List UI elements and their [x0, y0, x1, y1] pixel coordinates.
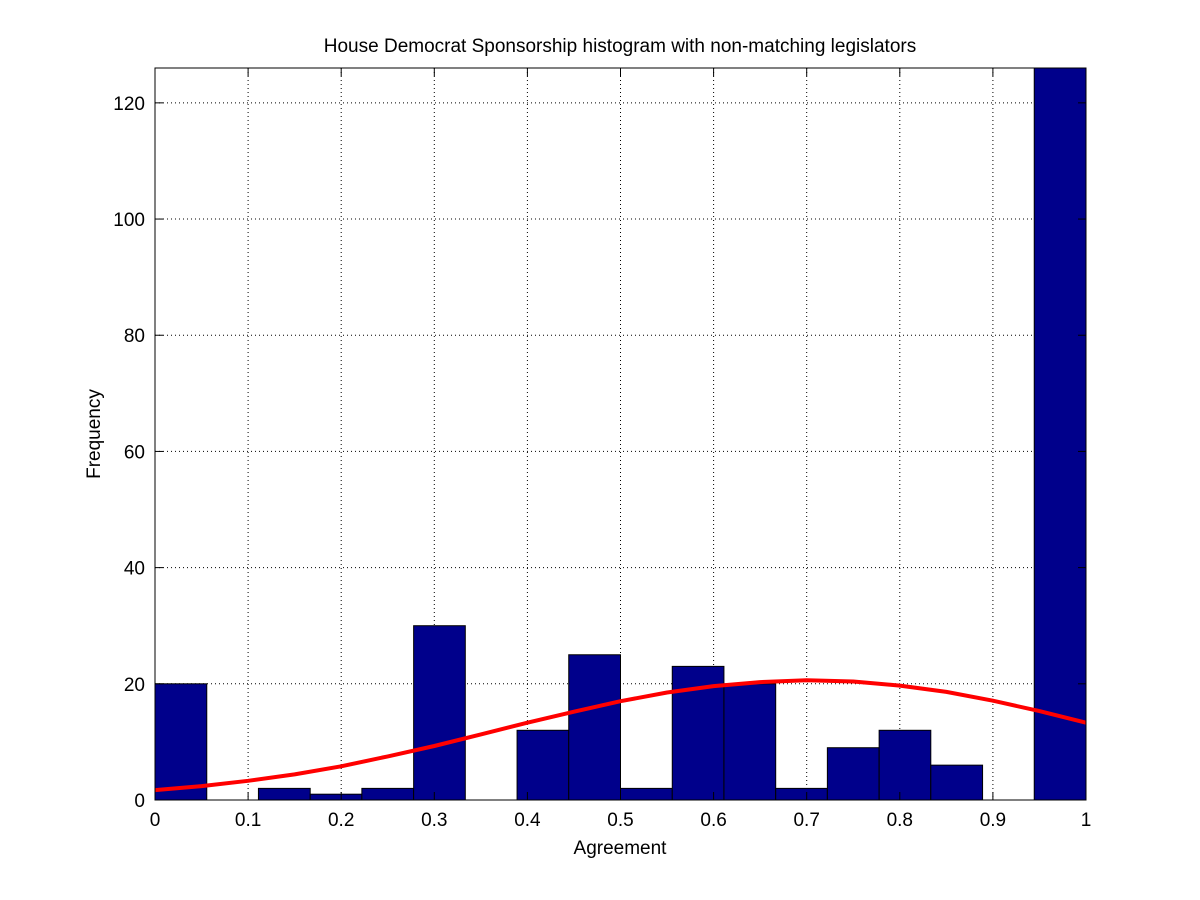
y-tick-label: 80: [124, 326, 145, 347]
x-tick-label: 0.4: [514, 810, 541, 831]
histogram-bar: [309, 793, 363, 801]
x-tick-label: 0.2: [328, 810, 354, 831]
y-tick-label: 60: [124, 442, 145, 463]
chart-title: House Democrat Sponsorship histogram wit…: [324, 36, 916, 57]
histogram-bar: [930, 764, 984, 801]
y-tick-label: 100: [113, 210, 145, 231]
histogram-bar: [826, 747, 880, 801]
histogram-bars: [154, 67, 1087, 801]
histogram-bar: [413, 625, 466, 801]
x-tick-label: 0.1: [235, 810, 261, 831]
histogram-bar: [1033, 67, 1087, 801]
y-axis-ticks: 0 20 40 60 80 100 120: [113, 94, 1086, 812]
y-tick-label: 20: [124, 675, 145, 696]
x-tick-label: 1: [1081, 810, 1092, 831]
x-tick-label: 0.7: [793, 810, 819, 831]
x-tick-label: 0.9: [980, 810, 1006, 831]
histogram-bar: [154, 683, 208, 801]
x-tick-label: 0.3: [421, 810, 447, 831]
histogram-bar: [361, 787, 415, 801]
fit-curve-line: [154, 678, 1087, 793]
x-tick-label: 0: [150, 810, 161, 831]
histogram-bar: [878, 729, 932, 801]
fit-curve: [154, 678, 1087, 793]
x-axis-ticks: 0 0.1 0.2 0.3 0.4 0.5 0.6 0.7 0.8 0.9 1: [150, 68, 1092, 831]
y-axis-label: Frequency: [84, 389, 105, 479]
y-tick-label: 40: [124, 559, 145, 580]
histogram-bar: [620, 787, 673, 801]
histogram-bar: [257, 787, 311, 801]
histogram-bar: [775, 787, 828, 801]
x-tick-label: 0.5: [607, 810, 633, 831]
x-axis-label: Agreement: [574, 838, 668, 859]
y-tick-label: 0: [134, 791, 145, 812]
x-tick-label: 0.6: [700, 810, 726, 831]
y-tick-label: 120: [113, 94, 145, 115]
histogram-bar: [723, 683, 777, 801]
histogram-bar: [516, 729, 570, 801]
histogram-bar: [568, 654, 621, 801]
x-tick-label: 0.8: [887, 810, 913, 831]
